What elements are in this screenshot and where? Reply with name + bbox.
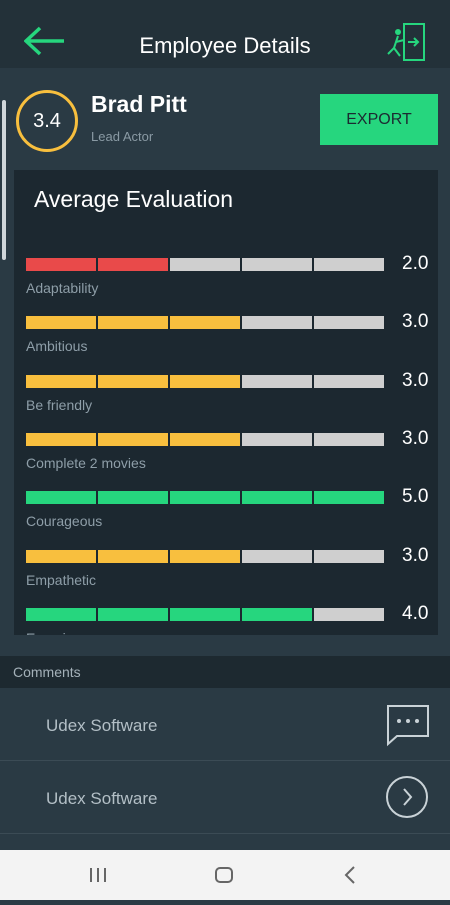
rating-segment <box>314 432 384 446</box>
rating-segment <box>314 607 384 621</box>
export-button[interactable]: EXPORT <box>320 94 438 145</box>
rating-segment <box>26 491 96 505</box>
rating-segment <box>242 607 312 621</box>
criterion-score: 5.0 <box>402 486 429 508</box>
open-icon[interactable] <box>383 773 431 821</box>
comment-row[interactable]: Udex Software <box>0 688 450 761</box>
rating-segment <box>170 491 240 505</box>
criterion-score: 3.0 <box>402 369 429 391</box>
criterion-name: Ambitious <box>26 338 88 355</box>
rating-segment <box>242 432 312 446</box>
rating-segment <box>242 374 312 388</box>
rating-segment <box>242 491 312 505</box>
criterion-score: 2.0 <box>402 253 429 274</box>
nav-bar <box>0 850 450 900</box>
rating-segment <box>170 316 240 330</box>
comments-bar <box>0 656 450 688</box>
chat-icon[interactable] <box>383 700 431 748</box>
rating-segment <box>170 607 240 621</box>
rating-segment <box>170 374 240 388</box>
nav-icons <box>90 866 355 884</box>
criterion-name: Empathetic <box>26 571 97 588</box>
employee-name: Brad Pitt <box>91 91 187 117</box>
rating-segment <box>314 258 384 271</box>
header-title: Employee Details <box>139 33 311 58</box>
rating-segment <box>242 549 312 563</box>
rating-segment <box>170 549 240 563</box>
comment-row[interactable]: Udex Software <box>0 761 450 834</box>
evaluation-card: Average Evaluation Adaptability 2.0 Ambiti… <box>14 170 438 635</box>
evaluation-title: Average Evaluation <box>34 186 234 212</box>
rating-segment <box>26 316 96 330</box>
criterion-score: 3.0 <box>402 544 429 566</box>
back-button[interactable] <box>24 26 68 56</box>
comment-text: Udex Software <box>46 716 158 735</box>
rating-segment <box>170 258 240 271</box>
rating-segment <box>26 258 96 271</box>
criterion-score: 3.0 <box>402 311 429 333</box>
criterion-name: Adaptability <box>26 280 99 296</box>
rating-segment <box>26 374 96 388</box>
criterion-name: Courageous <box>26 513 103 530</box>
rating-segment <box>26 607 96 621</box>
rating-segment <box>98 316 168 330</box>
rating-segment <box>314 374 384 388</box>
criterion-name: Complete 2 movies <box>26 454 146 471</box>
rating-segment <box>170 432 240 446</box>
scrollbar <box>2 100 6 260</box>
criterion-score: 3.0 <box>402 427 429 449</box>
rating-segment <box>242 258 312 271</box>
exit-button[interactable] <box>384 22 428 62</box>
rating-segment <box>98 607 168 621</box>
rating-segment <box>98 549 168 563</box>
criterion-name: Experience <box>26 630 96 635</box>
comments-title: Comments <box>13 664 81 680</box>
rating-segment <box>98 432 168 446</box>
rating-segment <box>242 316 312 330</box>
rating-segment <box>98 258 168 271</box>
rating-segment <box>314 491 384 505</box>
rating-badge: 3.4 <box>16 90 78 152</box>
rating-segment <box>26 549 96 563</box>
rating-segment <box>98 374 168 388</box>
comment-text: Udex Software <box>46 789 158 808</box>
rating-segment <box>314 549 384 563</box>
rating-segment <box>314 316 384 330</box>
criterion-score: 4.0 <box>402 602 429 624</box>
header: Employee Details <box>0 0 450 68</box>
criterion-name: Be friendly <box>26 396 93 413</box>
rating-segment <box>98 491 168 505</box>
employee-role: Lead Actor <box>91 129 154 144</box>
rating-segment <box>26 432 96 446</box>
